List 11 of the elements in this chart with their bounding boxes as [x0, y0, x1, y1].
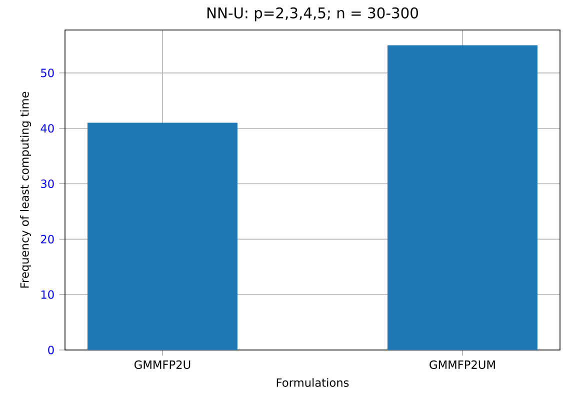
x-tick-label: GMMFP2UM	[430, 360, 495, 369]
y-tick-label: 20	[41, 234, 54, 244]
y-tick-label: 50	[41, 68, 54, 78]
y-axis-title: Frequency of least computing time	[20, 92, 32, 288]
y-tick-label: 30	[41, 179, 54, 188]
x-tick-label: GMMFP2U	[134, 360, 190, 369]
x-axis-title: Formulations	[276, 378, 349, 387]
y-tick-label: 0	[48, 346, 54, 354]
chart-title: NN-U: p=2,3,4,5; n = 30-300	[207, 7, 418, 22]
y-tick-label: 40	[40, 124, 54, 133]
y-tick-label: 10	[41, 290, 54, 299]
